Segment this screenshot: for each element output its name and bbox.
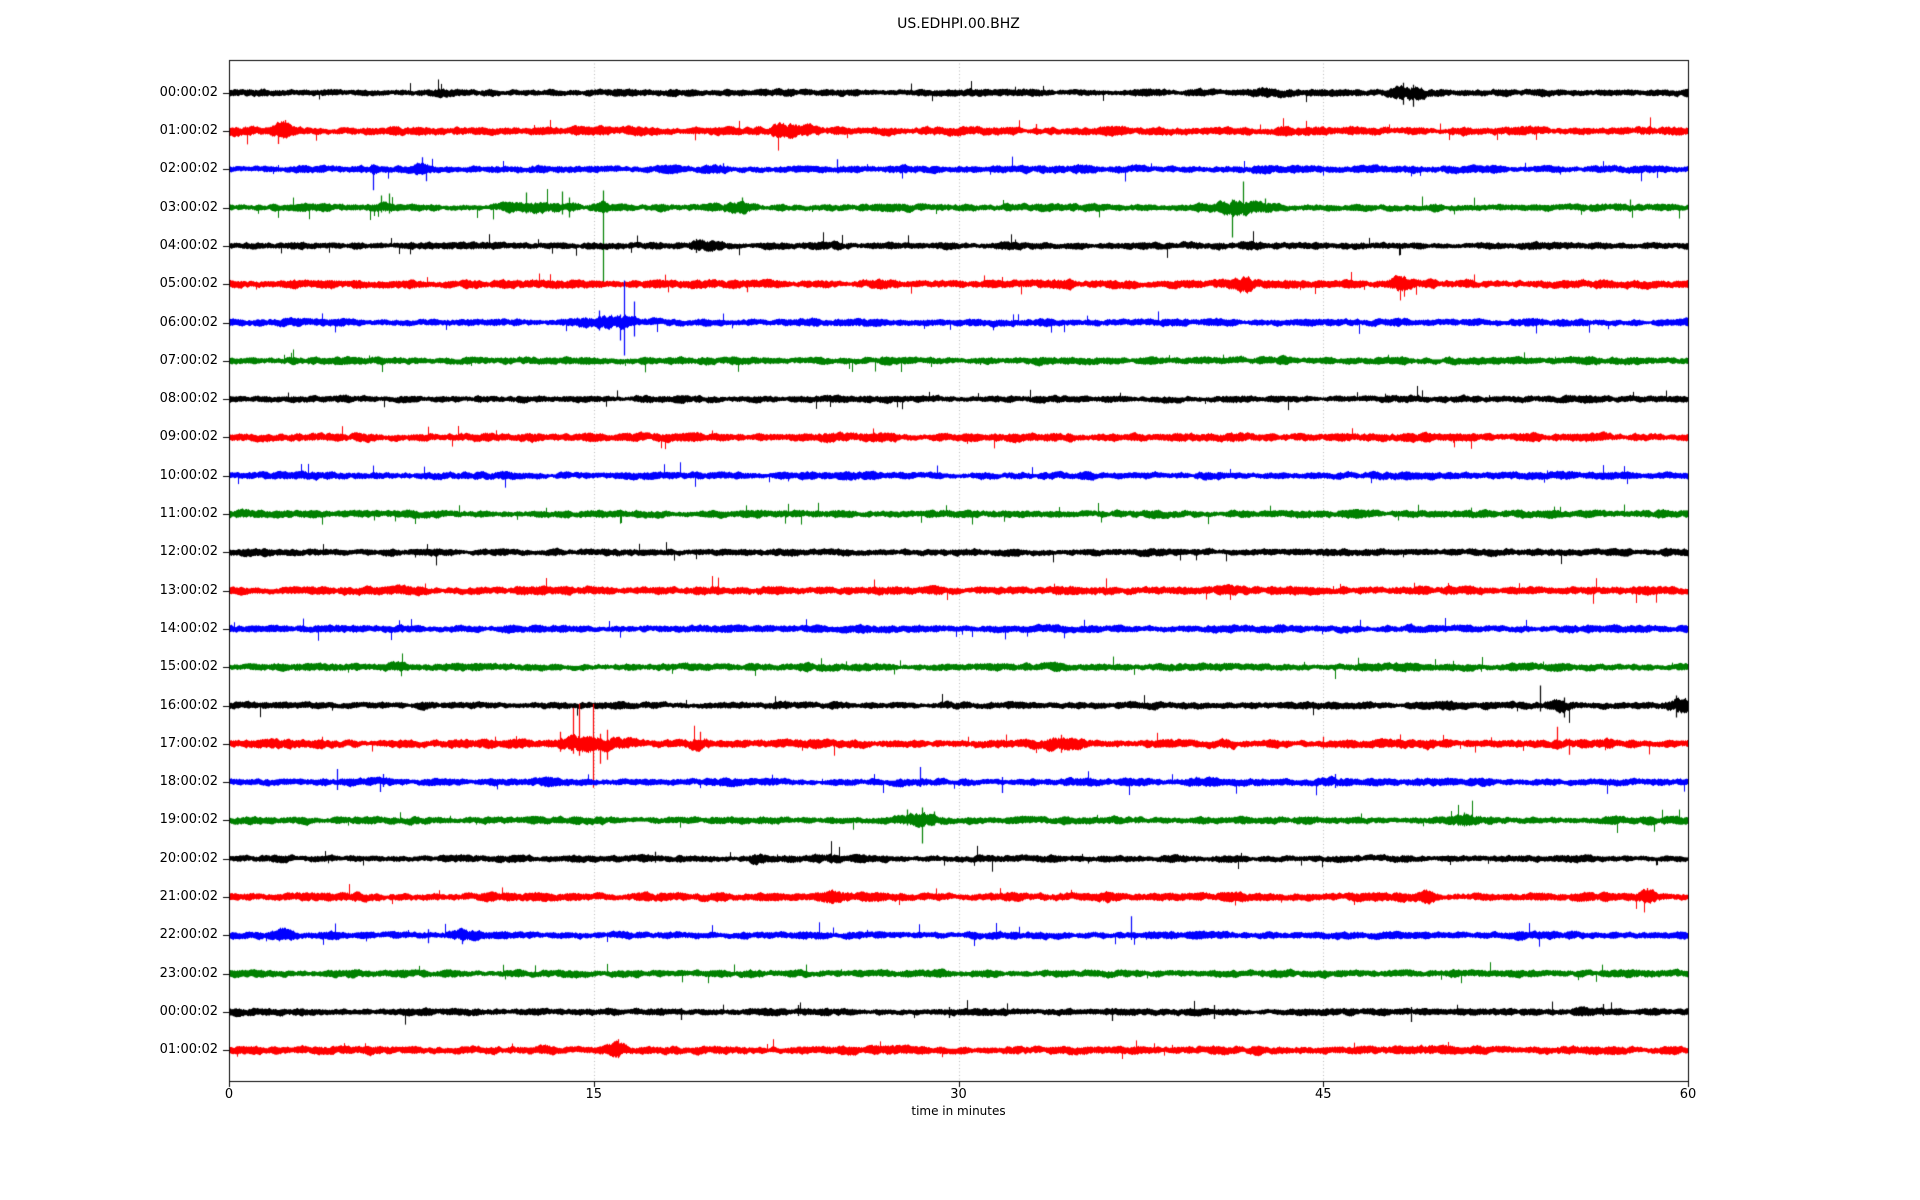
trace-time-label: 07:00:02	[159, 352, 218, 368]
trace-time-label: 19:00:02	[159, 812, 218, 828]
trace-time-label: 17:00:02	[159, 735, 218, 751]
trace-time-label: 15:00:02	[159, 659, 218, 675]
trace-time-label: 11:00:02	[159, 506, 218, 521]
trace-time-label: 14:00:02	[159, 620, 218, 636]
trace-time-label: 12:00:02	[159, 544, 218, 560]
trace-time-label: 01:00:02	[159, 123, 218, 138]
trace-time-label: 23:00:02	[159, 965, 218, 981]
trace-time-label: 05:00:02	[159, 276, 218, 292]
trace-time-label: 18:00:02	[159, 774, 218, 790]
trace-time-label: 20:00:02	[159, 850, 218, 866]
trace-time-label: 21:00:02	[159, 889, 218, 904]
trace-time-label: 22:00:02	[159, 927, 218, 943]
trace-time-label: 16:00:02	[159, 697, 218, 713]
trace-time-label: 00:00:02	[159, 1003, 218, 1019]
x-tick-label: 30	[950, 1087, 967, 1102]
trace-time-label: 09:00:02	[159, 429, 218, 445]
x-tick-label: 60	[1679, 1087, 1697, 1102]
x-tick-label: 0	[224, 1087, 234, 1102]
trace-time-label: 13:00:02	[159, 582, 218, 598]
trace-time-label: 08:00:02	[159, 391, 218, 407]
plot-title: US.EDHPI.00.BHZ	[897, 16, 1020, 32]
x-axis-label: time in minutes	[911, 1104, 1006, 1118]
trace-time-label: 06:00:02	[159, 314, 218, 330]
trace-time-label: 02:00:02	[159, 161, 218, 177]
x-tick-label: 15	[585, 1087, 603, 1102]
trace-time-label: 04:00:02	[159, 237, 218, 253]
x-tick-label: 45	[1314, 1087, 1332, 1102]
trace-time-label: 00:00:02	[159, 84, 218, 100]
trace-time-label: 03:00:02	[159, 199, 218, 215]
trace-time-label: 01:00:02	[159, 1042, 218, 1058]
trace-time-label: 10:00:02	[159, 467, 218, 483]
